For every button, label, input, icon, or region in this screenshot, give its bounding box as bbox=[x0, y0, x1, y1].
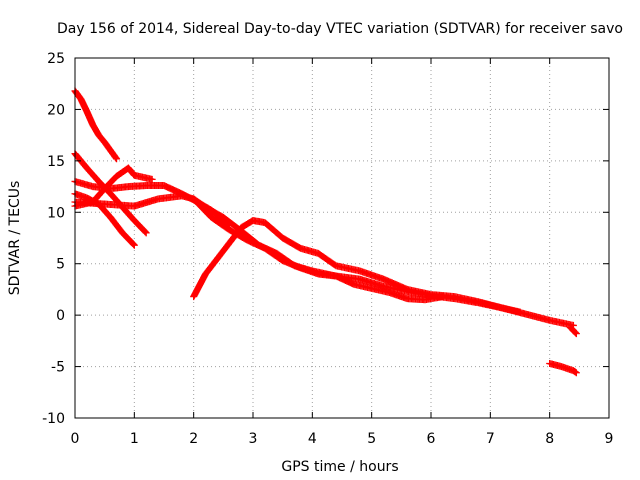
data-point-marker bbox=[572, 330, 580, 338]
data-point-marker bbox=[142, 229, 150, 237]
data-point-marker bbox=[112, 154, 120, 162]
y-tick-label: 15 bbox=[47, 154, 65, 170]
y-tick-label: 25 bbox=[47, 51, 65, 67]
plot-frame bbox=[74, 57, 610, 419]
data-point-marker bbox=[148, 175, 156, 183]
series-arc-8 bbox=[190, 195, 447, 304]
data-point-marker bbox=[130, 241, 138, 249]
x-axis-label: GPS time / hours bbox=[281, 459, 398, 475]
x-tick-label: 3 bbox=[249, 431, 258, 447]
x-tick-label: 8 bbox=[545, 431, 554, 447]
data-point-marker bbox=[113, 155, 121, 163]
chart-title: Day 156 of 2014, Sidereal Day-to-day VTE… bbox=[57, 21, 623, 37]
y-tick-label: -10 bbox=[42, 411, 65, 427]
x-tick-label: 6 bbox=[427, 431, 436, 447]
x-tick-label: 9 bbox=[605, 431, 614, 447]
data-point-marker bbox=[571, 368, 579, 376]
x-tick-label: 1 bbox=[130, 431, 139, 447]
series-arc-9 bbox=[566, 323, 580, 338]
data-point-marker bbox=[141, 227, 149, 235]
x-tick-label: 4 bbox=[308, 431, 317, 447]
y-tick-label: 10 bbox=[47, 205, 65, 221]
x-axis-ticks: 0 1 2 3 4 5 6 7 8 9 bbox=[71, 58, 614, 447]
data-point-marker bbox=[141, 228, 149, 236]
y-tick-label: 0 bbox=[56, 308, 65, 324]
x-tick-label: 0 bbox=[71, 431, 80, 447]
data-point-marker bbox=[129, 240, 137, 248]
y-tick-label: 20 bbox=[47, 102, 65, 118]
x-tick-label: 7 bbox=[486, 431, 495, 447]
grid-lines bbox=[75, 58, 609, 418]
y-tick-label: -5 bbox=[51, 360, 65, 376]
y-axis-ticks: -10 -5 0 5 10 15 20 25 bbox=[42, 51, 609, 427]
y-tick-label: 5 bbox=[56, 257, 65, 273]
data-point-marker bbox=[572, 329, 580, 337]
series-arc-1 bbox=[71, 87, 121, 163]
data-point-marker bbox=[572, 369, 580, 377]
x-tick-label: 5 bbox=[367, 431, 376, 447]
data-point-marker bbox=[130, 240, 138, 248]
data-point-marker bbox=[439, 293, 447, 301]
data-point-marker bbox=[571, 328, 579, 336]
series-arc-5 bbox=[71, 164, 156, 210]
y-axis-label: SDTVAR / TECUs bbox=[7, 181, 23, 296]
x-tick-label: 2 bbox=[189, 431, 198, 447]
series-arc-10 bbox=[546, 359, 580, 377]
data-points bbox=[71, 87, 580, 377]
